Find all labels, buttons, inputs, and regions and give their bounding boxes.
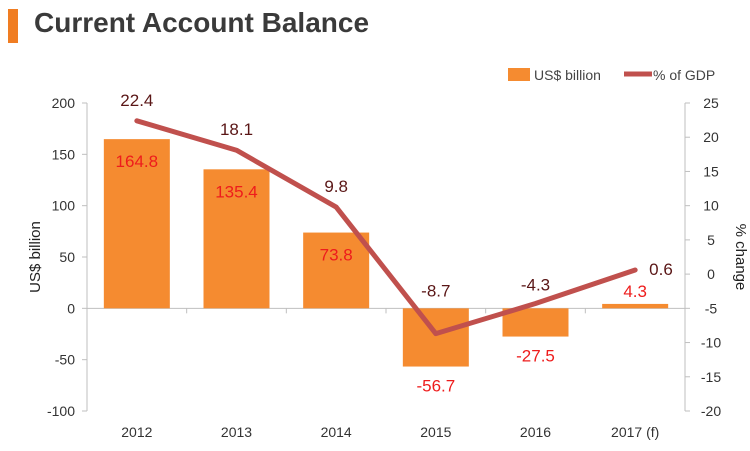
right-tick-label: 15: [703, 163, 719, 179]
left-tick-label: 200: [52, 95, 76, 111]
category-label: 2016: [520, 424, 551, 440]
right-tick-label: 0: [707, 266, 715, 282]
left-tick-label: 50: [59, 249, 75, 265]
title-accent-bar: [8, 9, 18, 43]
bar-2013: [203, 169, 270, 309]
left-tick-label: 150: [52, 146, 76, 162]
legend-label-line: % of GDP: [653, 67, 715, 83]
left-tick-label: -100: [47, 403, 75, 419]
bar-value-label: 73.8: [320, 246, 353, 265]
legend-label-bar: US$ billion: [534, 67, 601, 83]
right-axis-title: % change: [732, 224, 749, 291]
bar-2014: [303, 232, 370, 309]
right-tick-label: 20: [703, 129, 719, 145]
right-tick-label: -10: [701, 335, 721, 351]
bar-2017f: [602, 303, 669, 309]
left-tick-label: 0: [67, 300, 75, 316]
right-tick-label: 5: [707, 232, 715, 248]
line-value-label: 18.1: [220, 120, 253, 139]
bar-2015: [402, 308, 469, 367]
left-axis-title: US$ billion: [27, 221, 44, 293]
category-label: 2014: [321, 424, 352, 440]
bar-value-label: 4.3: [623, 282, 647, 301]
left-tick-label: -50: [55, 352, 75, 368]
line-value-label: -4.3: [521, 276, 550, 295]
bar-value-label: 135.4: [215, 182, 258, 201]
right-tick-label: -5: [705, 300, 718, 316]
bar-2016: [502, 308, 569, 337]
bar-value-label: -27.5: [516, 347, 555, 366]
right-tick-label: -20: [701, 403, 721, 419]
bar-value-label: 164.8: [116, 152, 159, 171]
right-tick-label: -15: [701, 369, 721, 385]
line-value-label: 0.6: [649, 260, 673, 279]
bar-2012: [103, 139, 170, 309]
category-label: 2012: [121, 424, 152, 440]
gdp-percent-line: [134, 118, 638, 337]
category-label: 2015: [420, 424, 451, 440]
category-label: 2013: [221, 424, 252, 440]
bar-value-label: -56.7: [416, 377, 455, 396]
line-value-label: -8.7: [421, 282, 450, 301]
page-title: Current Account Balance: [34, 7, 370, 38]
legend-swatch-bar: [508, 68, 530, 81]
left-tick-label: 100: [52, 198, 76, 214]
line-value-label: 22.4: [120, 91, 153, 110]
category-label: 2017 (f): [611, 424, 659, 440]
right-tick-label: 10: [703, 198, 719, 214]
line-value-label: 9.8: [324, 177, 348, 196]
right-tick-label: 25: [703, 95, 719, 111]
